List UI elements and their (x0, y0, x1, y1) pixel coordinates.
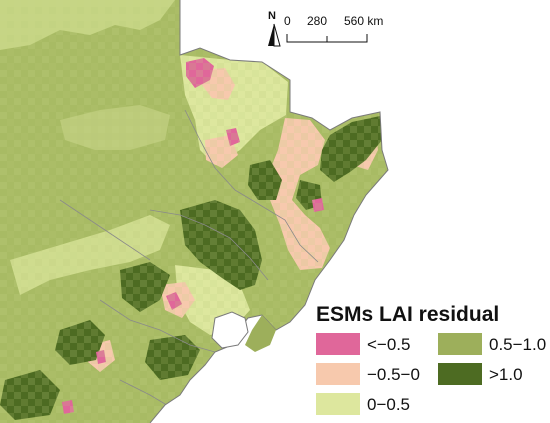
legend-title: ESMs LAI residual (316, 303, 500, 326)
legend-swatch (438, 363, 482, 385)
north-label: N (268, 10, 276, 22)
north-arrow-icon (268, 23, 281, 47)
legend-label: 0.5−1.0 (489, 335, 547, 354)
legend-swatch (316, 333, 360, 355)
bohai-sea (211, 311, 249, 349)
scale-bar: 0 280 560 km (266, 10, 396, 50)
legend-label: >1.0 (489, 365, 523, 384)
legend-label: −0.5−0 (367, 365, 420, 384)
scale-label-560: 560 km (344, 14, 384, 28)
legend-swatch (316, 363, 360, 385)
scale-label-0: 0 (284, 14, 291, 28)
legend-swatch (316, 393, 360, 415)
coastline (149, 0, 389, 423)
legend-swatch (438, 333, 482, 355)
legend: ESMs LAI residual <−0.5 −0.5−0 0−0.5 0.5… (312, 303, 548, 421)
peninsula (245, 315, 276, 352)
scale-bar-line (286, 34, 368, 43)
legend-label: <−0.5 (367, 335, 411, 354)
scale-label-280: 280 (307, 14, 328, 28)
legend-label: 0−0.5 (367, 395, 411, 414)
